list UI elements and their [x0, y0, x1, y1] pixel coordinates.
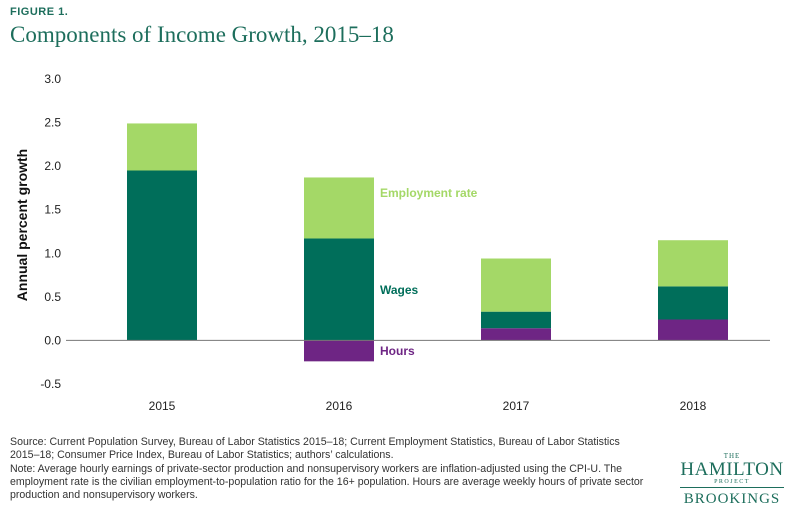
bar-employment-rate-2017 [481, 258, 551, 312]
source-note: Source: Current Population Survey, Burea… [10, 436, 620, 461]
y-tick-label: 0.0 [44, 333, 61, 347]
bar-hours-2017 [481, 328, 551, 341]
series-label-hours: Hours [380, 344, 415, 358]
y-tick-label: -0.5 [40, 377, 61, 391]
x-tick-label: 2017 [503, 399, 530, 413]
bar-employment-rate-2018 [658, 240, 728, 287]
x-axis: 2015 2016 2017 2018 [149, 399, 707, 413]
y-axis-label: Annual percent growth [14, 149, 30, 301]
bar-employment-rate-2016 [304, 177, 374, 239]
x-tick-label: 2015 [149, 399, 176, 413]
y-tick-label: 0.5 [44, 290, 61, 304]
y-tick-label: 2.5 [44, 116, 61, 130]
y-tick-label: 2.0 [44, 159, 61, 173]
logo-project: PROJECT [714, 479, 750, 485]
series-label-wages: Wages [380, 283, 419, 297]
chart-area: -0.50.00.51.01.52.02.53.0 2015 2016 2017 20… [14, 72, 770, 413]
y-tick-label: 1.0 [44, 246, 61, 260]
y-tick-label: 1.5 [44, 203, 61, 217]
series-label-employment-rate: Employment rate [380, 186, 478, 200]
logo-brookings: BROOKINGS [683, 491, 781, 507]
figure-label: FIGURE 1. [10, 6, 69, 18]
notes: Source: Current Population Survey, Burea… [10, 436, 650, 503]
bar-wages-2016 [304, 238, 374, 341]
bar-wages-2017 [481, 311, 551, 329]
y-tick-label: 3.0 [44, 72, 61, 86]
logo-the: THE [723, 452, 741, 460]
logo-divider [680, 487, 784, 488]
y-axis: -0.5 0.0 0.5 1.0 1.5 2.0 2.5 3.0 [40, 72, 61, 391]
bar-wages-2018 [658, 286, 728, 320]
hamilton-brookings-logo: THE HAMILTON PROJECT BROOKINGS [672, 452, 792, 508]
bar-employment-rate-2015 [127, 123, 197, 171]
bar-hours-2018 [658, 319, 728, 341]
logo-hamilton: HAMILTON [680, 459, 784, 480]
bars [66, 123, 770, 362]
chart-title: Components of Income Growth, 2015–18 [10, 22, 394, 47]
x-tick-label: 2018 [680, 399, 707, 413]
x-tick-label: 2016 [326, 399, 353, 413]
bar-hours-2016 [304, 340, 374, 362]
series-labels: Employment rate Wages Hours [380, 186, 478, 358]
bar-wages-2015 [127, 170, 197, 341]
method-note: Note: Average hourly earnings of private… [10, 463, 644, 501]
